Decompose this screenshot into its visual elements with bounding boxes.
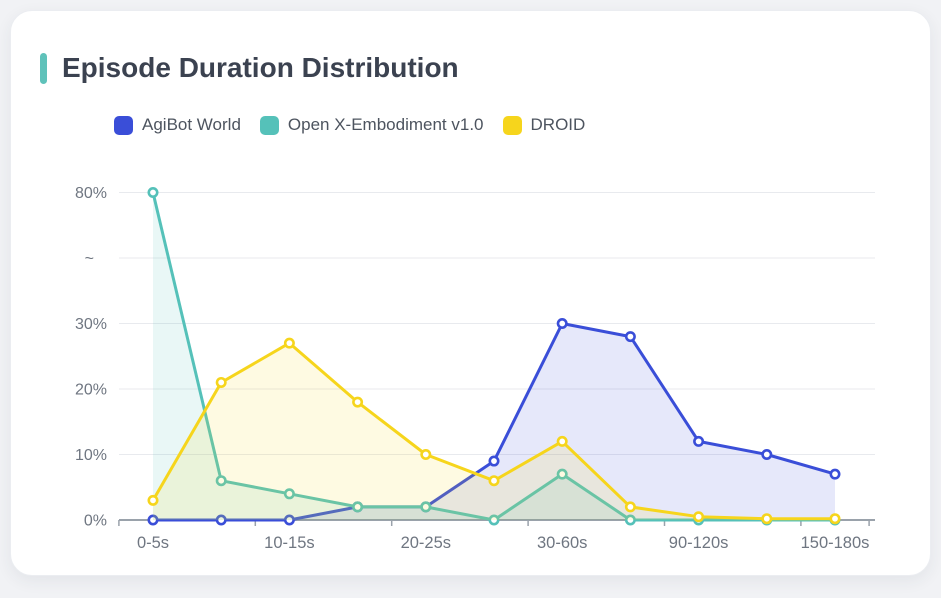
x-axis-tick-label: 30-60s (537, 534, 587, 552)
y-axis-tick-label: 30% (75, 316, 107, 333)
series-area-agibot-world (153, 323, 835, 520)
data-point-droid-9[interactable] (761, 513, 773, 525)
data-point-droid-4[interactable] (420, 448, 432, 460)
data-point-droid-2[interactable] (283, 337, 295, 349)
data-point-agibot-world-1[interactable] (215, 514, 227, 526)
y-axis-tick-label: 80% (75, 185, 107, 202)
data-point-droid-5[interactable] (488, 475, 500, 487)
data-point-agibot-world-6[interactable] (556, 317, 568, 329)
x-axis-tick-label: 150-180s (801, 534, 870, 552)
data-point-agibot-world-2[interactable] (283, 514, 295, 526)
data-point-agibot-world-10[interactable] (829, 468, 841, 480)
series-area-open-x-embodiment-v1-0 (153, 192, 835, 520)
data-point-open-x-embodiment-v1-0-6[interactable] (556, 468, 568, 480)
data-point-open-x-embodiment-v1-0-7[interactable] (624, 514, 636, 526)
data-point-open-x-embodiment-v1-0-5[interactable] (488, 514, 500, 526)
data-point-open-x-embodiment-v1-0-1[interactable] (215, 475, 227, 487)
legend-swatch-open-x-embodiment (259, 115, 279, 135)
x-axis-tick-label: 0-5s (137, 534, 169, 552)
data-point-droid-0[interactable] (147, 494, 159, 506)
data-point-droid-3[interactable] (352, 396, 364, 408)
data-point-droid-10[interactable] (829, 513, 841, 525)
legend-item-droid[interactable]: DROID (502, 115, 586, 135)
data-point-open-x-embodiment-v1-0-3[interactable] (352, 501, 364, 513)
y-axis-tick-label: 20% (75, 382, 107, 399)
x-axis-tick-label: 90-120s (669, 534, 729, 552)
x-axis-tick-label: 10-15s (264, 534, 314, 552)
title-accent-bar (40, 52, 47, 84)
series-area-droid (153, 343, 835, 520)
data-point-agibot-world-0[interactable] (147, 514, 159, 526)
legend-label: Open X-Embodiment v1.0 (287, 115, 484, 134)
legend-swatch-droid (502, 115, 522, 135)
legend-swatch-agibot-world (114, 115, 133, 135)
y-axis-tick-label: ~ (85, 251, 94, 268)
data-point-agibot-world-7[interactable] (624, 331, 636, 343)
data-point-agibot-world-8[interactable] (693, 435, 705, 447)
x-axis-tick-label: 20-25s (401, 534, 451, 552)
data-point-agibot-world-9[interactable] (761, 448, 773, 460)
data-point-droid-1[interactable] (215, 376, 227, 388)
data-point-droid-6[interactable] (556, 435, 568, 447)
chart-legend: AgiBot World Open X-Embodiment v1.0 DROI… (114, 115, 585, 135)
data-point-droid-8[interactable] (693, 511, 705, 523)
data-point-open-x-embodiment-v1-0-4[interactable] (420, 501, 432, 513)
y-axis-tick-label: 10% (75, 447, 107, 464)
y-axis-tick-label: 0% (84, 513, 107, 530)
legend-item-open-x-embodiment[interactable]: Open X-Embodiment v1.0 (259, 115, 484, 135)
title-row: Episode Duration Distribution (40, 52, 459, 84)
legend-label: DROID (530, 115, 586, 134)
data-point-agibot-world-5[interactable] (488, 455, 500, 467)
data-point-open-x-embodiment-v1-0-2[interactable] (283, 488, 295, 500)
data-point-droid-7[interactable] (624, 501, 636, 513)
legend-label: AgiBot World (142, 115, 241, 134)
legend-item-agibot-world[interactable]: AgiBot World (114, 115, 241, 135)
data-point-open-x-embodiment-v1-0-0[interactable] (147, 187, 159, 199)
page-title: Episode Duration Distribution (62, 52, 459, 83)
